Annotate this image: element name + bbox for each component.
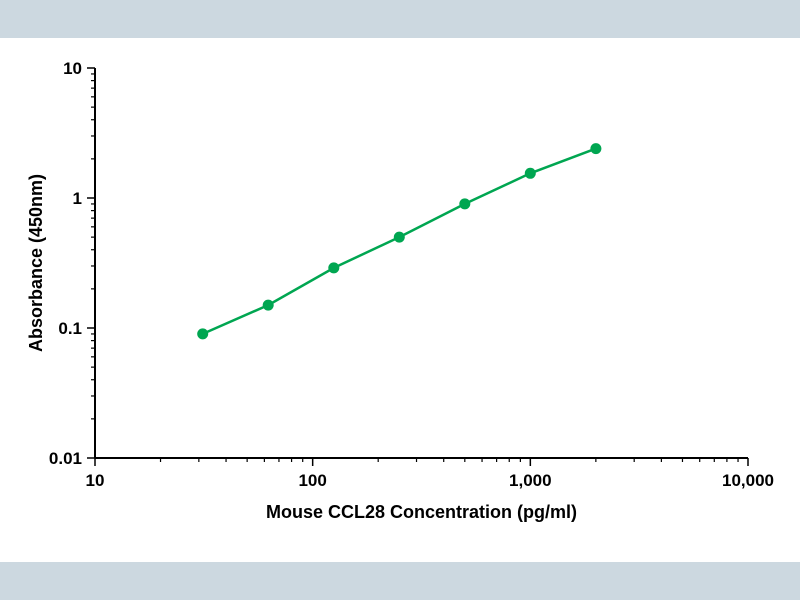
data-point	[590, 143, 602, 155]
y-tick-label: 10	[63, 59, 82, 78]
y-tick-label: 1	[73, 189, 82, 208]
x-tick-label: 1,000	[509, 471, 552, 490]
data-point	[197, 328, 209, 340]
y-tick-label: 0.1	[58, 319, 82, 338]
data-point	[328, 262, 340, 274]
elisa-standard-curve-chart: 10 100 1,000 10,000 0.01 0.1 1 10 Mouse CCL28 Co…	[26, 59, 774, 522]
bottom-border-band	[0, 562, 800, 600]
top-border-band	[0, 0, 800, 38]
x-axis-title: Mouse CCL28 Concentration (pg/ml)	[266, 502, 577, 522]
x-tick-label: 10	[86, 471, 105, 490]
x-tick-label: 100	[298, 471, 326, 490]
data-point	[524, 167, 536, 179]
data-point	[393, 231, 405, 243]
chart-area: 10 100 1,000 10,000 0.01 0.1 1 10 Mouse CCL28 Co…	[0, 38, 800, 562]
y-tick-label: 0.01	[49, 449, 82, 468]
data-point	[459, 198, 471, 210]
y-axis-title: Absorbance (450nm)	[26, 174, 46, 352]
data-point	[262, 299, 274, 311]
x-tick-label: 10,000	[722, 471, 774, 490]
